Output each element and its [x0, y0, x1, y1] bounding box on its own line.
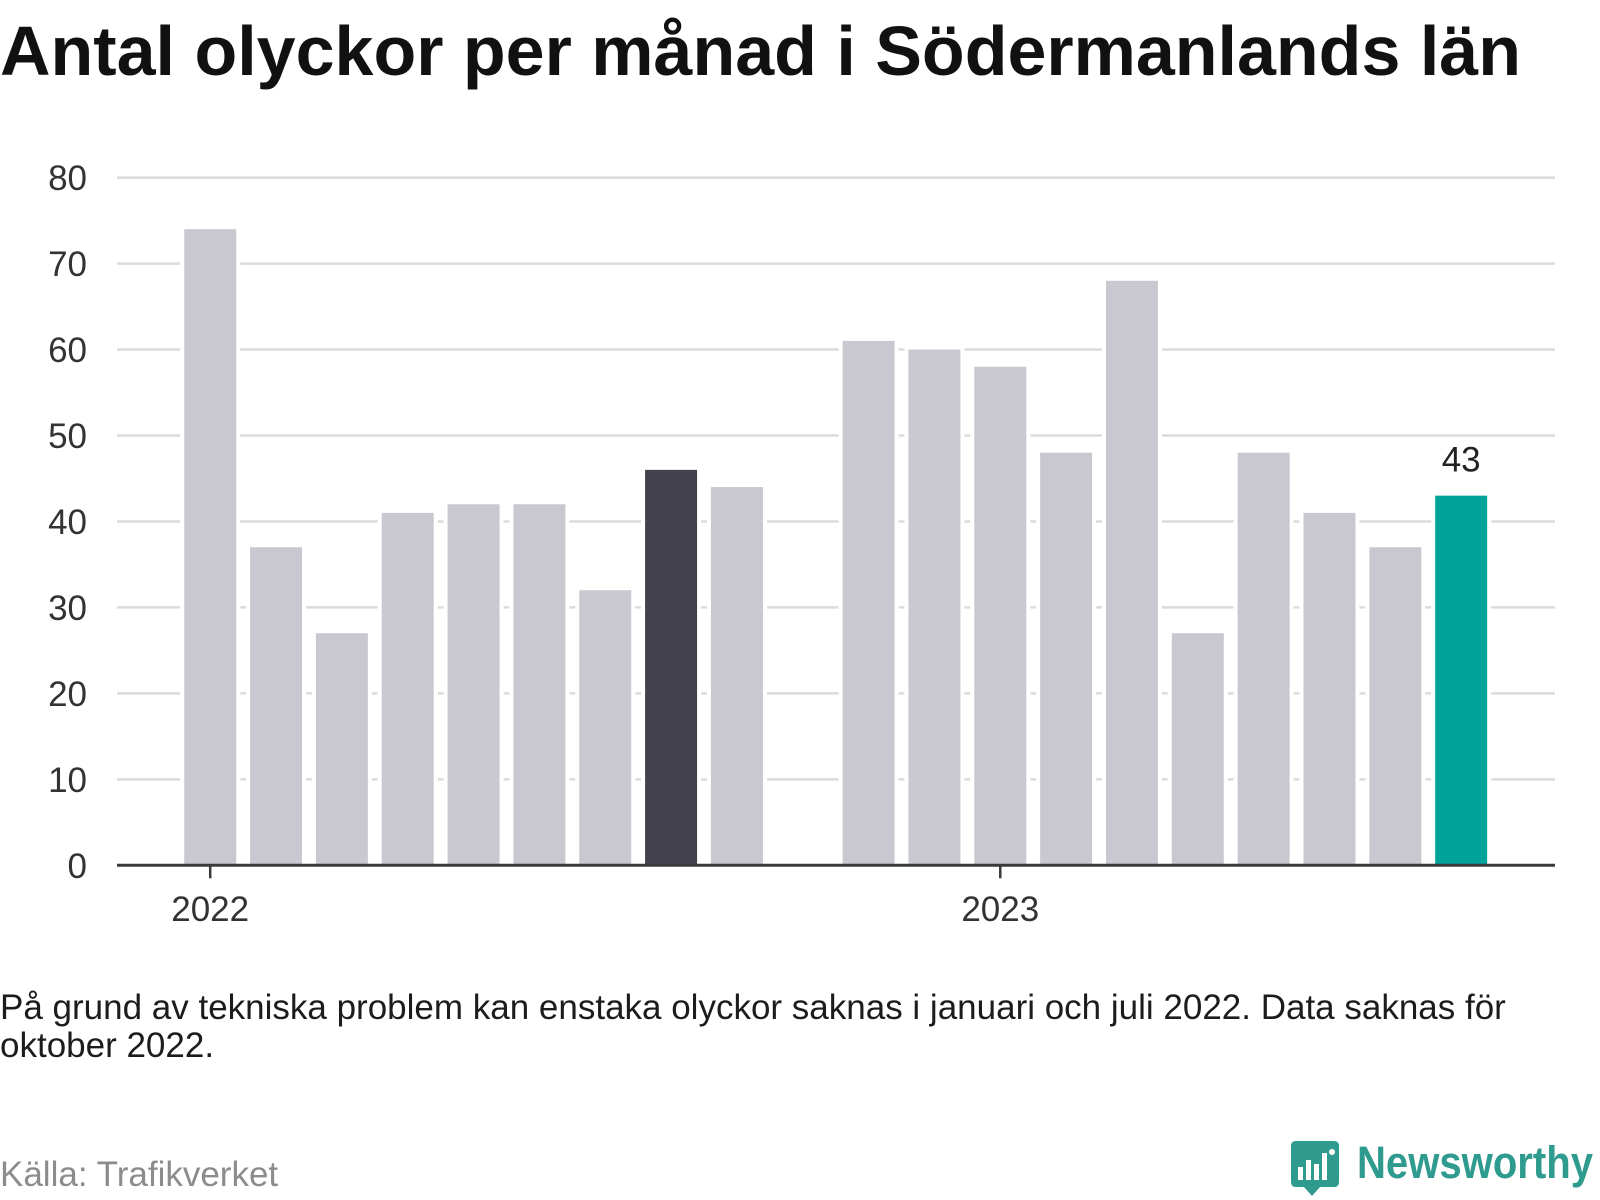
chart-title: Antal olyckor per månad i Södermanlands … — [0, 12, 1521, 90]
x-axis: 2022 2023 — [117, 863, 1555, 929]
bar-2023-06 — [1299, 508, 1360, 870]
bar-2022-05 — [443, 500, 504, 870]
bar-2023-04 — [1167, 629, 1228, 870]
bar-2023-05 — [1233, 448, 1294, 870]
bar-2023-07 — [1365, 543, 1426, 870]
y-axis: 0 10 20 30 40 50 60 70 80 — [48, 159, 87, 886]
bar-2023-08 — [1431, 491, 1492, 870]
bar-2022-09 — [706, 483, 767, 870]
bar-2023-01 — [970, 362, 1031, 870]
y-tick-label: 30 — [48, 589, 87, 628]
y-tick-label: 10 — [48, 761, 87, 800]
logo-bar — [1306, 1160, 1311, 1180]
bar-2023-03 — [1101, 276, 1162, 870]
bar-2022-03 — [311, 629, 372, 870]
y-tick-label: 70 — [48, 245, 87, 284]
chart-footnote: På grund av tekniska problem kan enstaka… — [0, 988, 1506, 1065]
bar-2022-12 — [904, 345, 965, 870]
y-tick-label: 20 — [48, 675, 87, 714]
logo-bar — [1322, 1153, 1327, 1180]
logo-bar — [1298, 1167, 1303, 1180]
bar-2022-08 — [641, 465, 702, 870]
newsworthy-logo: Newsworthy — [1291, 1137, 1593, 1196]
logo-dot — [1329, 1149, 1335, 1155]
y-tick-label: 50 — [48, 417, 87, 456]
data-label: 43 — [1442, 441, 1481, 480]
logo-wordmark: Newsworthy — [1357, 1137, 1593, 1188]
logo-bar — [1314, 1164, 1319, 1180]
x-tick-label: 2023 — [961, 890, 1039, 929]
y-tick-label: 60 — [48, 331, 87, 370]
y-tick-label: 0 — [68, 847, 87, 886]
bar-2022-06 — [509, 500, 570, 870]
y-tick-label: 40 — [48, 503, 87, 542]
data-labels: 43 — [1442, 441, 1481, 480]
bars — [180, 225, 1492, 870]
bar-2022-01 — [180, 225, 241, 870]
bar-2022-11 — [838, 336, 899, 870]
bar-2022-07 — [575, 586, 636, 870]
y-tick-label: 80 — [48, 159, 87, 198]
bar-2023-02 — [1036, 448, 1097, 870]
x-tick-label: 2022 — [171, 890, 249, 929]
bar-2022-02 — [246, 543, 307, 870]
bar-2022-04 — [377, 508, 438, 870]
source-credit: Källa: Trafikverket — [0, 1155, 279, 1194]
newsworthy-bubble-chart-icon — [1291, 1141, 1339, 1196]
